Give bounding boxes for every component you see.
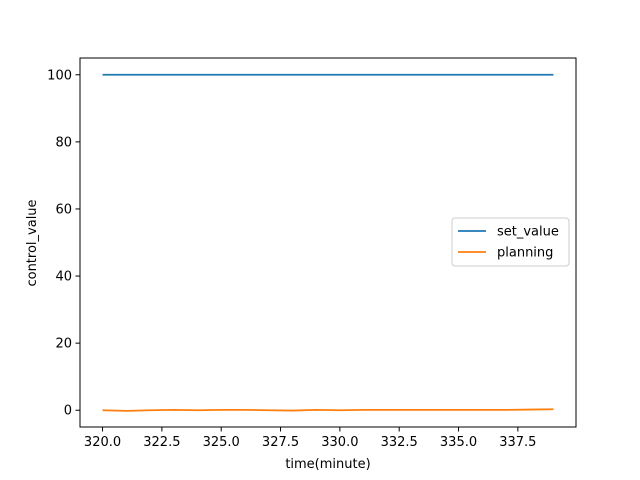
- x-axis: 320.0 322.5 325.0 327.5 330.0 332.5 335.0 337.5: [84, 427, 536, 450]
- x-tick-label: 335.0: [440, 435, 477, 450]
- legend-label-planning: planning: [497, 246, 553, 261]
- y-tick-label: 100: [47, 68, 72, 83]
- legend-label-set-value: set_value: [497, 225, 559, 240]
- y-tick-label: 60: [55, 202, 72, 217]
- x-tick-label: 322.5: [143, 435, 180, 450]
- y-axis-label: control_value: [25, 199, 40, 286]
- x-tick-label: 337.5: [499, 435, 536, 450]
- x-tick-label: 327.5: [262, 435, 299, 450]
- y-tick-label: 40: [55, 270, 72, 285]
- legend: set_value planning: [451, 217, 570, 267]
- legend-box: [451, 217, 570, 267]
- x-tick-label: 332.5: [381, 435, 418, 450]
- series-line-planning: [102, 408, 554, 412]
- y-tick-label: 80: [55, 135, 72, 150]
- x-tick-label: 320.0: [84, 435, 121, 450]
- plot-area: [79, 57, 577, 428]
- plot-frame: [79, 57, 577, 428]
- y-tick-label: 0: [64, 404, 72, 419]
- y-axis: 0 20 40 60 80 100: [47, 68, 80, 419]
- x-tick-label: 330.0: [321, 435, 358, 450]
- x-axis-label: time(minute): [285, 457, 370, 472]
- y-tick-label: 20: [55, 337, 72, 352]
- x-tick-label: 325.0: [203, 435, 240, 450]
